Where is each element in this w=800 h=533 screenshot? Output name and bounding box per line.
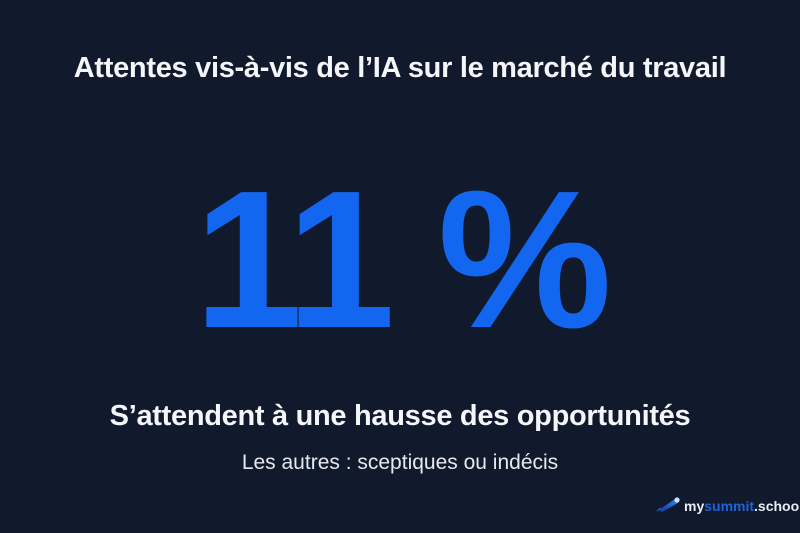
- logo-text-summit: summit: [704, 497, 755, 514]
- stat-caption: S’attendent à une hausse des opportunité…: [109, 400, 691, 432]
- brand-logo: mysummit.school: [656, 496, 800, 515]
- stat-note: Les autres : sceptiques ou indécis: [241, 451, 559, 474]
- telescope-icon: [656, 496, 681, 515]
- slide-title: Attentes vis-à-vis de l’IA sur le marché…: [73, 52, 727, 84]
- stat-value: 11 %: [194, 150, 612, 369]
- logo-text-school: .school: [754, 497, 800, 514]
- logo-text-my: my: [684, 497, 705, 514]
